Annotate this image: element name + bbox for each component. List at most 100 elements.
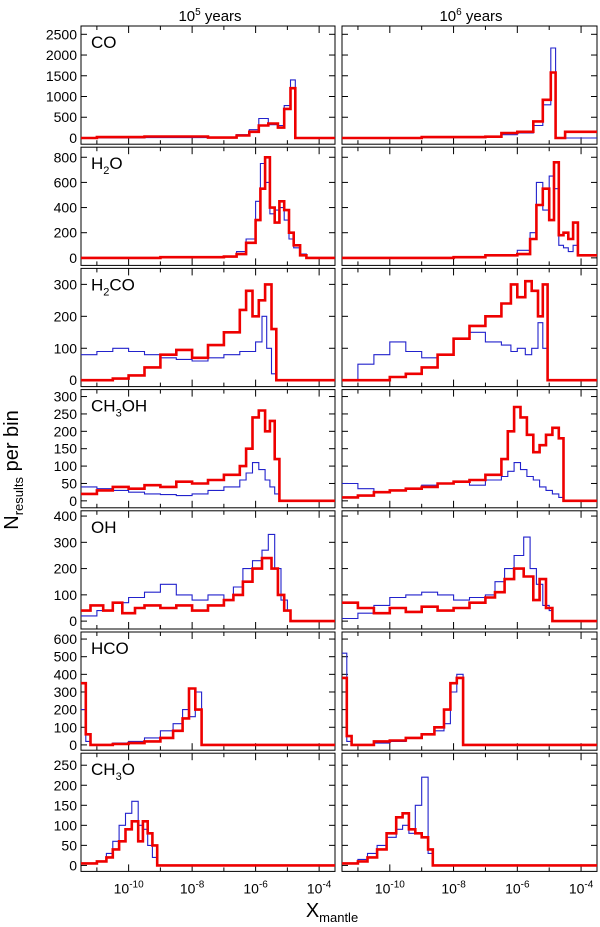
y-axis-label-rest: per bin bbox=[1, 410, 23, 477]
x-tick-label: 10-10 bbox=[114, 879, 144, 896]
series-blue-r2-c0 bbox=[81, 315, 335, 381]
panel-frame bbox=[80, 267, 336, 388]
species-label: CH3OH bbox=[91, 397, 147, 420]
species-label-part: H bbox=[91, 154, 103, 173]
series-red-r3-c1 bbox=[342, 405, 597, 503]
panel-frame bbox=[341, 267, 598, 388]
y-tick-label: 0 bbox=[69, 613, 77, 629]
series-blue-r0-c0 bbox=[81, 79, 335, 139]
panel-r0-c1 bbox=[341, 25, 598, 145]
species-label-part: CO bbox=[109, 275, 135, 294]
y-tick-label: 800 bbox=[54, 149, 78, 165]
panel-frame bbox=[341, 631, 598, 751]
panel-r4-c1 bbox=[341, 510, 598, 630]
series-red-r0-c1 bbox=[342, 71, 597, 140]
species-label: CH3O bbox=[91, 760, 135, 783]
y-tick-label: 400 bbox=[54, 200, 78, 216]
column-title-exp: 6 bbox=[456, 7, 462, 18]
panel-frame bbox=[341, 510, 598, 630]
species-label-part: CH bbox=[91, 760, 116, 779]
y-tick-label: 200 bbox=[54, 225, 78, 241]
series-red-r1-c1 bbox=[342, 161, 597, 260]
x-tick-label: 10-4 bbox=[307, 879, 332, 896]
x-axis-label-main: X bbox=[306, 900, 319, 922]
panel-frame bbox=[80, 631, 336, 751]
species-label: CO bbox=[91, 33, 117, 52]
x-axis-label: Xmantle bbox=[306, 900, 358, 925]
x-tick-label: 10-8 bbox=[441, 879, 466, 896]
panel-r2-c1 bbox=[341, 267, 598, 388]
y-tick-label: 250 bbox=[54, 406, 78, 422]
y-tick-label: 300 bbox=[54, 684, 78, 700]
y-tick-label: 100 bbox=[54, 340, 78, 356]
species-label-part: O bbox=[109, 154, 122, 173]
y-tick-label: 500 bbox=[54, 649, 78, 665]
series-blue-r5-c1 bbox=[342, 652, 597, 746]
y-tick-label: 600 bbox=[54, 174, 78, 190]
y-tick-label: 100 bbox=[54, 458, 78, 474]
series-red-r5-c0 bbox=[81, 681, 335, 747]
series-red-r5-c1 bbox=[342, 676, 597, 747]
panel-frame bbox=[341, 752, 598, 872]
series-red-r2-c0 bbox=[81, 283, 335, 382]
y-axis-label-sub: results bbox=[11, 476, 26, 515]
x-tick-label: 10-6 bbox=[505, 879, 530, 896]
panel-frame bbox=[80, 146, 336, 266]
series-blue-r4-c1 bbox=[342, 536, 597, 622]
species-label-part: CO bbox=[91, 33, 117, 52]
panel-frame bbox=[80, 752, 336, 872]
x-tick-label: 10-10 bbox=[375, 879, 405, 896]
column-title-suffix: years bbox=[201, 8, 242, 25]
species-label-part: OH bbox=[91, 518, 117, 537]
series-red-r0-c0 bbox=[81, 86, 335, 140]
y-tick-label: 1500 bbox=[46, 68, 77, 84]
y-tick-label: 0 bbox=[69, 493, 77, 509]
y-tick-label: 50 bbox=[61, 475, 77, 491]
y-tick-label: 2000 bbox=[46, 47, 77, 63]
y-tick-label: 600 bbox=[54, 631, 78, 647]
y-tick-label: 0 bbox=[69, 130, 77, 146]
y-axis-label-main: N bbox=[1, 515, 23, 529]
series-blue-r0-c1 bbox=[342, 47, 597, 139]
y-tick-label: 200 bbox=[54, 777, 78, 793]
y-tick-label: 50 bbox=[61, 837, 77, 853]
panel-r1-c0: 0 200 400 600 800 H2O bbox=[54, 146, 336, 266]
y-tick-label: 200 bbox=[54, 308, 78, 324]
series-red-r1-c0 bbox=[81, 156, 335, 260]
species-label-part: 2 bbox=[103, 286, 109, 298]
panel-frame bbox=[80, 25, 336, 145]
panel-frame bbox=[80, 510, 336, 630]
y-axis-label: Nresults per bin bbox=[1, 410, 26, 529]
x-axis-label-sub: mantle bbox=[319, 910, 358, 925]
column-title-suffix: years bbox=[462, 8, 503, 25]
y-tick-label: 200 bbox=[54, 423, 78, 439]
y-tick-label: 2500 bbox=[46, 26, 77, 42]
y-tick-label: 150 bbox=[54, 441, 78, 457]
y-tick-label: 400 bbox=[54, 508, 78, 524]
panel-r3-c1 bbox=[341, 389, 598, 509]
species-label-part: HCO bbox=[91, 639, 129, 658]
panel-r5-c1 bbox=[341, 631, 598, 751]
series-blue-r6-c0 bbox=[81, 800, 335, 866]
panel-frame bbox=[341, 389, 598, 509]
y-tick-label: 300 bbox=[54, 276, 78, 292]
species-label: OH bbox=[91, 518, 117, 537]
series-blue-r2-c1 bbox=[342, 322, 597, 381]
series-red-r4-c0 bbox=[81, 556, 335, 623]
series-red-r6-c1 bbox=[342, 812, 597, 867]
y-tick-label: 0 bbox=[69, 737, 77, 753]
y-tick-label: 150 bbox=[54, 797, 78, 813]
species-label-part: 3 bbox=[116, 771, 122, 783]
panel-r0-c0: 0 500 1000 1500 2000 2500 CO bbox=[46, 25, 336, 146]
series-blue-r6-c1 bbox=[342, 776, 597, 866]
species-label-part: 2 bbox=[103, 165, 109, 177]
series-red-r3-c0 bbox=[81, 409, 335, 503]
column-titles: 105 years 106 years bbox=[178, 7, 502, 25]
x-tick-label: 10-4 bbox=[569, 879, 594, 896]
y-tick-label: 0 bbox=[69, 250, 77, 266]
column-title-base: 10 bbox=[439, 8, 456, 25]
species-label-part: 3 bbox=[116, 408, 122, 420]
y-tick-label: 0 bbox=[69, 857, 77, 873]
